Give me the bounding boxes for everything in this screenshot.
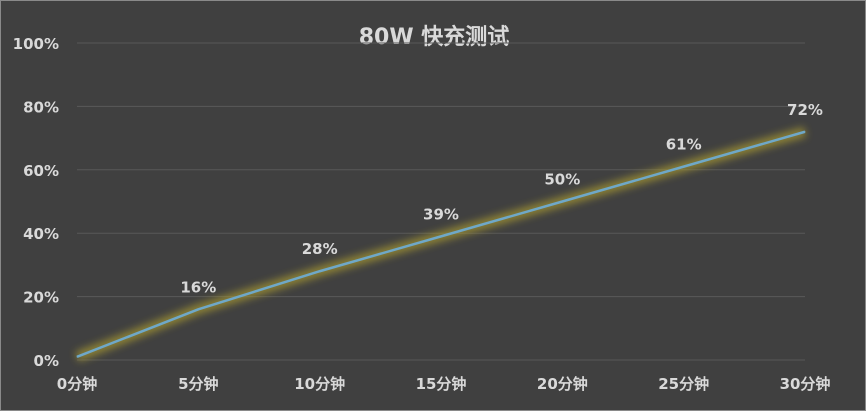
chart-title: 80W 快充测试 — [358, 25, 510, 50]
data-point — [683, 166, 685, 168]
y-tick-label: 100% — [13, 35, 59, 53]
y-tick-label: 20% — [23, 289, 59, 307]
x-tick-label: 10分钟 — [294, 375, 345, 393]
data-point — [76, 356, 78, 358]
y-tick-label: 0% — [34, 352, 59, 370]
data-label: 61% — [666, 136, 702, 154]
data-point — [804, 131, 806, 133]
data-point — [440, 235, 442, 237]
data-point — [561, 201, 563, 202]
data-point — [197, 308, 199, 310]
x-tick-label: 25分钟 — [658, 375, 709, 393]
y-tick-label: 80% — [23, 98, 59, 116]
x-tick-label: 15分钟 — [416, 375, 467, 393]
data-label: 28% — [302, 240, 338, 258]
data-label: 50% — [544, 171, 580, 189]
x-tick-label: 30分钟 — [780, 375, 831, 393]
y-tick-label: 60% — [23, 162, 59, 180]
x-tick-label: 5分钟 — [178, 375, 218, 393]
data-point — [319, 270, 321, 272]
x-tick-label: 0分钟 — [57, 375, 97, 393]
series-line-glow — [75, 126, 807, 362]
y-tick-label: 40% — [23, 225, 59, 243]
data-label: 72% — [787, 101, 823, 119]
data-label: 39% — [423, 205, 459, 223]
x-tick-label: 20分钟 — [537, 375, 588, 393]
data-label: 16% — [180, 278, 216, 296]
